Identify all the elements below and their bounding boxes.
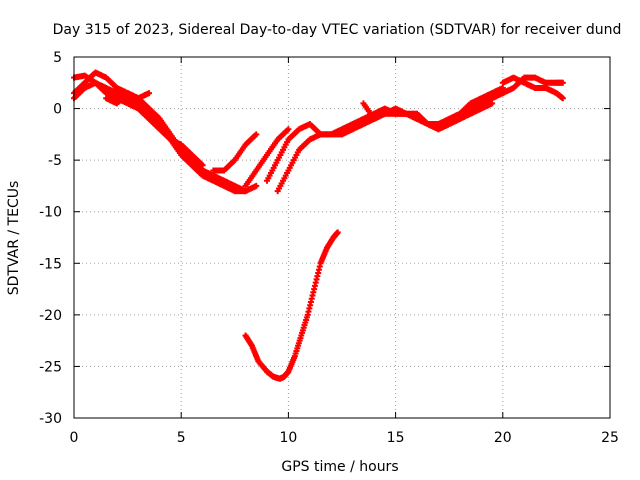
points-layer [71, 69, 566, 382]
series-track-j [499, 74, 566, 102]
y-tick-label: 0 [53, 102, 62, 118]
series-track-d [103, 90, 153, 107]
x-tick-label: 0 [70, 430, 79, 446]
y-tick-label: -5 [48, 153, 62, 169]
data-point [489, 100, 496, 107]
x-tick-label: 25 [601, 430, 619, 446]
y-tick-label: 5 [53, 50, 62, 66]
y-tick-label: -25 [39, 359, 62, 375]
y-tick-label: -15 [39, 256, 62, 272]
x-axis-label: GPS time / hours [281, 459, 398, 475]
series-track-f [242, 126, 292, 189]
data-point [146, 90, 153, 97]
x-tick-label: 20 [494, 430, 512, 446]
data-point [559, 95, 566, 102]
x-tick-label: 15 [387, 430, 405, 446]
data-point [253, 182, 260, 189]
y-tick-label: -10 [39, 205, 62, 221]
y-tick-label: -30 [39, 411, 62, 427]
grid-layer [74, 57, 610, 418]
data-point [253, 131, 260, 138]
chart-title: Day 315 of 2023, Sidereal Day-to-day VTE… [53, 22, 622, 38]
data-point [199, 162, 206, 169]
y-axis-label: SDTVAR / TECUs [6, 181, 22, 296]
data-point [285, 126, 292, 133]
data-point [559, 79, 566, 86]
tick-layer: 0 5 10 15 20 25 5 0 -5 -10 -15 -20 -25 -30 [39, 50, 619, 446]
plot-frame [73, 56, 611, 419]
data-point [499, 84, 506, 91]
series-track-l [242, 229, 341, 382]
x-tick-label: 10 [279, 430, 297, 446]
series-track-k [499, 74, 566, 97]
y-tick-label: -20 [39, 308, 62, 324]
data-point [334, 229, 341, 236]
x-tick-label: 5 [177, 430, 186, 446]
series-track-e [210, 131, 260, 174]
series-track-i [360, 100, 496, 133]
